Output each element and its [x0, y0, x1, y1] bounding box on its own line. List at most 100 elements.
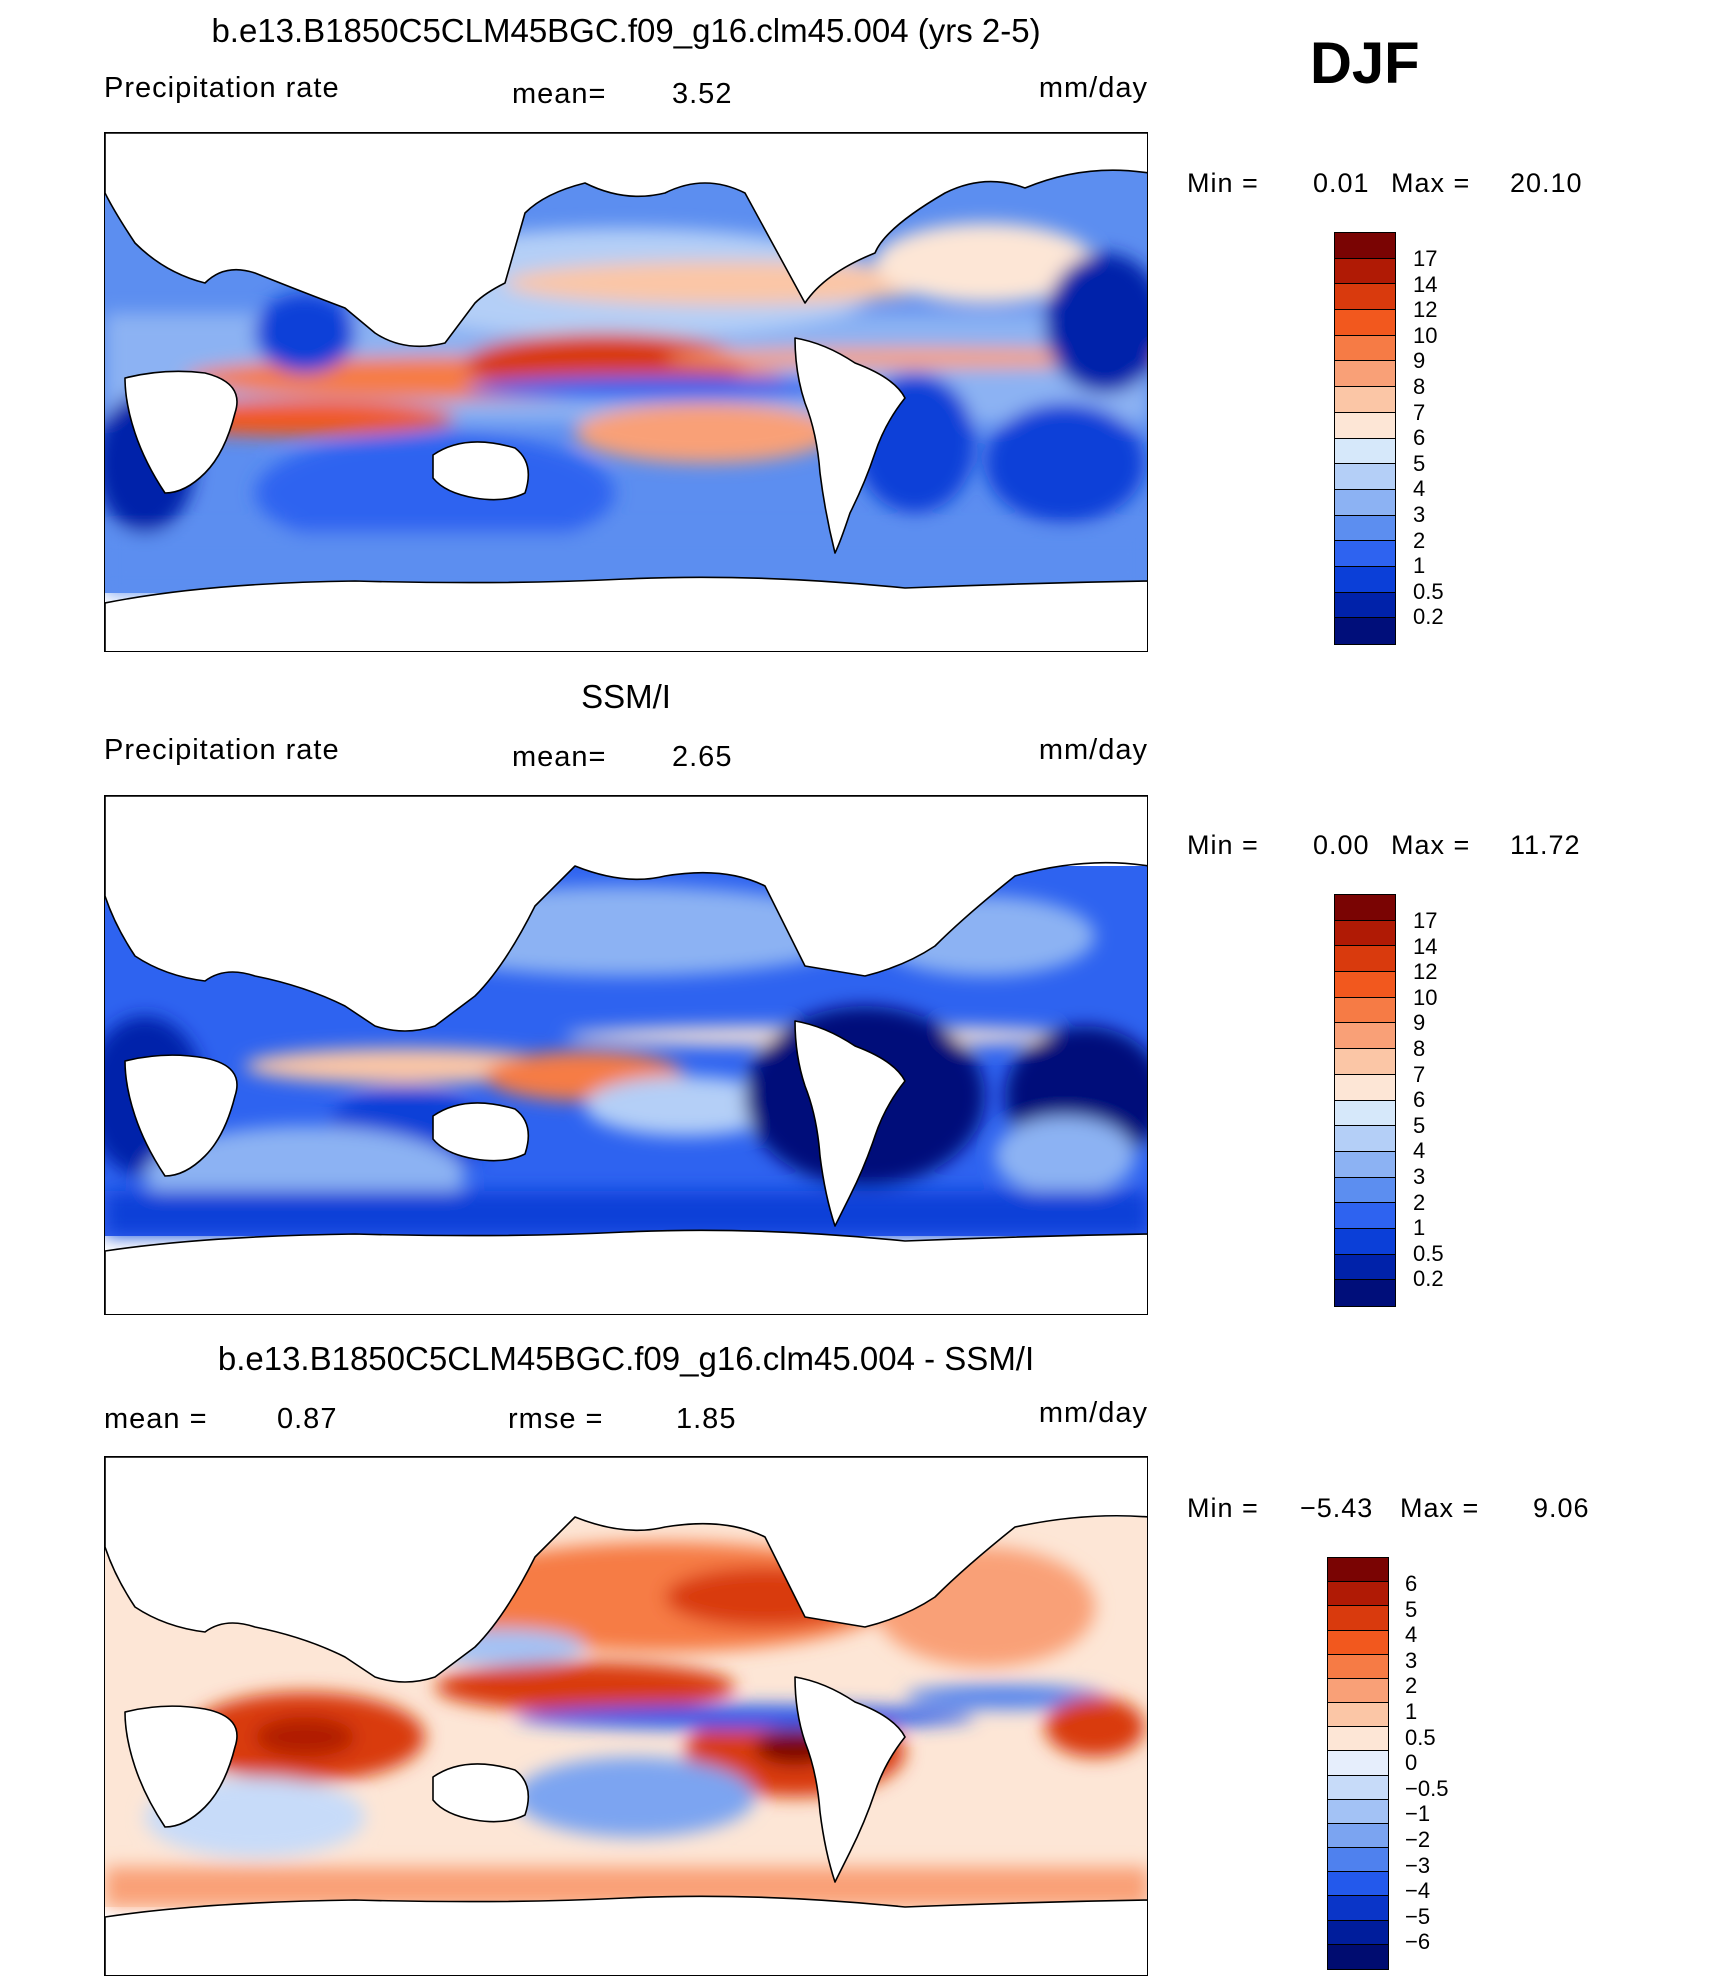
panel3-colorbar-ticks: 6 5 4 3 2 1 0.5 0 −0.5 −1 −2 −3 −4 −5 −6 — [1405, 1571, 1448, 1955]
colorbar-swatch — [1335, 335, 1395, 362]
colorbar-tick-label: −3 — [1405, 1852, 1431, 1878]
panel2-mean-value: 2.65 — [672, 741, 733, 773]
colorbar-swatch — [1335, 1100, 1395, 1127]
colorbar-tick-label: 2 — [1413, 1189, 1426, 1215]
colorbar-tick-label: 8 — [1413, 1035, 1426, 1061]
panel1-mean-label: mean= — [512, 78, 607, 110]
colorbar-tick-label: 4 — [1413, 1138, 1426, 1164]
colorbar-swatch — [1335, 997, 1395, 1024]
colorbar-tick-label: 4 — [1413, 476, 1426, 502]
colorbar-tick-label: 14 — [1413, 933, 1438, 959]
panel2-title: SSM/I — [581, 678, 671, 715]
panel1-min-label: Min = — [1187, 168, 1259, 198]
panel1-min-value: 0.01 — [1313, 168, 1370, 198]
colorbar-swatch — [1335, 310, 1395, 336]
colorbar-swatch — [1335, 541, 1395, 567]
colorbar-tick-label: 6 — [1405, 1571, 1418, 1596]
colorbar-swatch — [1335, 1228, 1395, 1255]
colorbar-tick-label: 12 — [1413, 959, 1438, 985]
colorbar-swatch — [1335, 464, 1395, 490]
panel1-colorbar — [1334, 232, 1396, 645]
colorbar-tick-label: 2 — [1413, 527, 1426, 553]
colorbar-tick-label: 5 — [1405, 1596, 1418, 1622]
colorbar-swatch — [1328, 1920, 1388, 1945]
colorbar-tick-label: 5 — [1413, 450, 1426, 476]
panel2-min-label: Min = — [1187, 830, 1259, 860]
panel3-rmse-value: 1.85 — [676, 1403, 737, 1435]
colorbar-swatch — [1335, 412, 1395, 439]
panel2-colorbar — [1334, 894, 1396, 1307]
panel3-map — [104, 1456, 1148, 1976]
panel3-colorbar — [1327, 1557, 1389, 1970]
panel3-mean-label: mean = — [104, 1403, 208, 1435]
colorbar-tick-label: 0.5 — [1413, 1240, 1444, 1266]
colorbar-swatch — [1335, 592, 1395, 619]
panel1-map-canvas — [105, 133, 1147, 651]
colorbar-swatch — [1335, 1126, 1395, 1152]
panel2-map-canvas — [105, 796, 1147, 1314]
colorbar-swatch — [1328, 1582, 1388, 1607]
colorbar-swatch — [1328, 1654, 1388, 1679]
panel3-max-value: 9.06 — [1533, 1493, 1590, 1523]
colorbar-tick-label: 3 — [1405, 1647, 1418, 1673]
colorbar-tick-label: 14 — [1413, 271, 1438, 297]
panel1-max-value: 20.10 — [1510, 168, 1583, 198]
colorbar-swatch — [1335, 972, 1395, 998]
colorbar-swatch — [1335, 1280, 1395, 1306]
colorbar-swatch — [1328, 1727, 1388, 1752]
colorbar-tick-label: 9 — [1413, 1010, 1426, 1036]
panel3-units: mm/day — [1038, 1397, 1148, 1429]
colorbar-tick-label: 8 — [1413, 373, 1426, 399]
colorbar-swatch — [1328, 1703, 1388, 1728]
panel2-variable-label: Precipitation rate — [104, 734, 340, 766]
colorbar-swatch — [1335, 946, 1395, 973]
colorbar-swatch — [1335, 1074, 1395, 1101]
colorbar-swatch — [1328, 1678, 1388, 1704]
colorbar-swatch — [1328, 1896, 1388, 1921]
colorbar-swatch — [1335, 1177, 1395, 1204]
colorbar-tick-label: 6 — [1413, 1087, 1426, 1113]
colorbar-swatch — [1335, 258, 1395, 285]
colorbar-swatch — [1335, 361, 1395, 388]
colorbar-tick-label: 0.2 — [1413, 604, 1444, 630]
colorbar-tick-label: 2 — [1405, 1673, 1418, 1699]
panel3-max-label: Max = — [1400, 1493, 1480, 1523]
colorbar-tick-label: 0.2 — [1413, 1266, 1444, 1292]
colorbar-tick-label: 9 — [1413, 348, 1426, 374]
colorbar-tick-label: −6 — [1405, 1929, 1431, 1955]
colorbar-tick-label: 1 — [1413, 1215, 1426, 1241]
colorbar-swatch — [1335, 920, 1395, 947]
panel3-min-value: −5.43 — [1300, 1493, 1374, 1523]
colorbar-tick-label: 0.5 — [1413, 578, 1444, 604]
colorbar-swatch — [1335, 515, 1395, 542]
colorbar-swatch — [1328, 1944, 1388, 1969]
panel3-title: b.e13.B1850C5CLM45BGC.f09_g16.clm45.004 … — [217, 1340, 1035, 1377]
panel2-max-label: Max = — [1391, 830, 1471, 860]
panel1-map — [104, 132, 1148, 652]
colorbar-swatch — [1335, 284, 1395, 311]
colorbar-swatch — [1335, 1049, 1395, 1075]
colorbar-swatch — [1335, 1203, 1395, 1229]
colorbar-swatch — [1328, 1872, 1388, 1897]
colorbar-tick-label: 10 — [1413, 984, 1438, 1010]
panel1-colorbar-ticks: 17 14 12 10 9 8 7 6 5 4 3 2 1 0.5 0.2 — [1413, 246, 1444, 630]
colorbar-swatch — [1328, 1775, 1388, 1800]
colorbar-swatch — [1335, 566, 1395, 593]
colorbar-swatch — [1335, 233, 1395, 259]
colorbar-tick-label: 3 — [1413, 1163, 1426, 1189]
panel1-variable-label: Precipitation rate — [104, 72, 340, 104]
colorbar-swatch — [1328, 1799, 1388, 1824]
colorbar-swatch — [1335, 895, 1395, 921]
colorbar-tick-label: 17 — [1413, 246, 1438, 271]
panel1-title: b.e13.B1850C5CLM45BGC.f09_g16.clm45.004 … — [211, 12, 1041, 49]
colorbar-tick-label: 7 — [1413, 1061, 1426, 1087]
colorbar-tick-label: −1 — [1405, 1801, 1431, 1827]
colorbar-swatch — [1328, 1606, 1388, 1631]
panel1-units: mm/day — [1038, 72, 1148, 104]
panel3-rmse-label: rmse = — [508, 1403, 604, 1435]
panel2-units: mm/day — [1038, 734, 1148, 766]
colorbar-swatch — [1335, 438, 1395, 465]
colorbar-tick-label: 17 — [1413, 908, 1438, 933]
colorbar-swatch — [1335, 1254, 1395, 1281]
colorbar-swatch — [1335, 387, 1395, 413]
